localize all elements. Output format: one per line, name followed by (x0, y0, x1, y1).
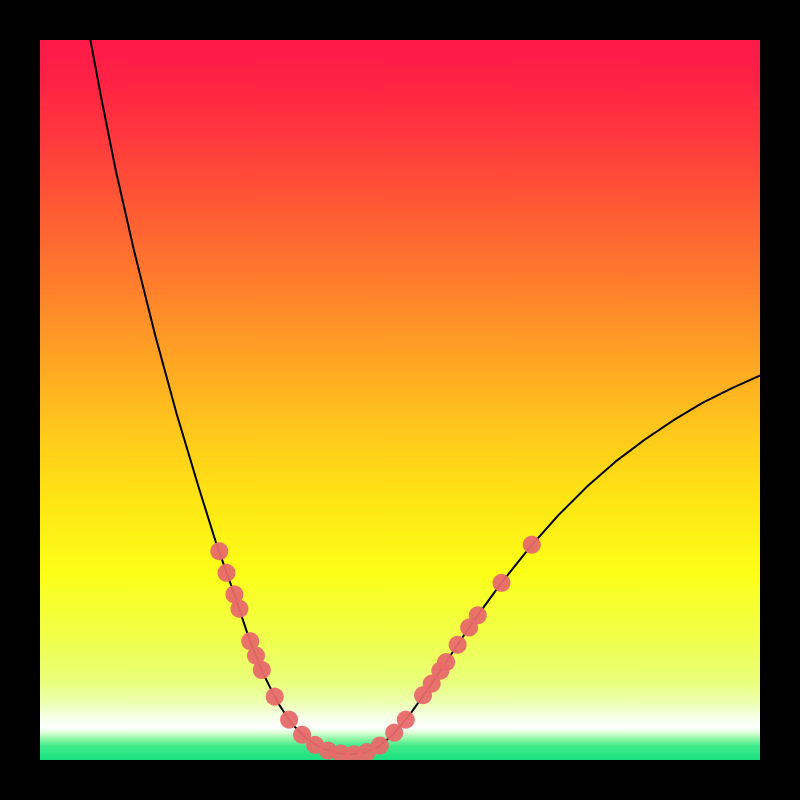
data-marker (437, 653, 455, 671)
data-marker (210, 542, 228, 560)
data-marker (253, 661, 271, 679)
data-marker (449, 636, 467, 654)
chart-stage: TheBottleneck.com (0, 0, 800, 800)
data-marker (230, 600, 248, 618)
plot-area (40, 40, 760, 763)
bottleneck-plot (0, 0, 800, 800)
gradient-background (40, 40, 760, 760)
data-marker (469, 606, 487, 624)
data-marker (523, 536, 541, 554)
data-marker (280, 711, 298, 729)
data-marker (266, 688, 284, 706)
data-marker (493, 574, 511, 592)
data-marker (397, 711, 415, 729)
data-marker (371, 737, 389, 755)
data-marker (217, 564, 235, 582)
